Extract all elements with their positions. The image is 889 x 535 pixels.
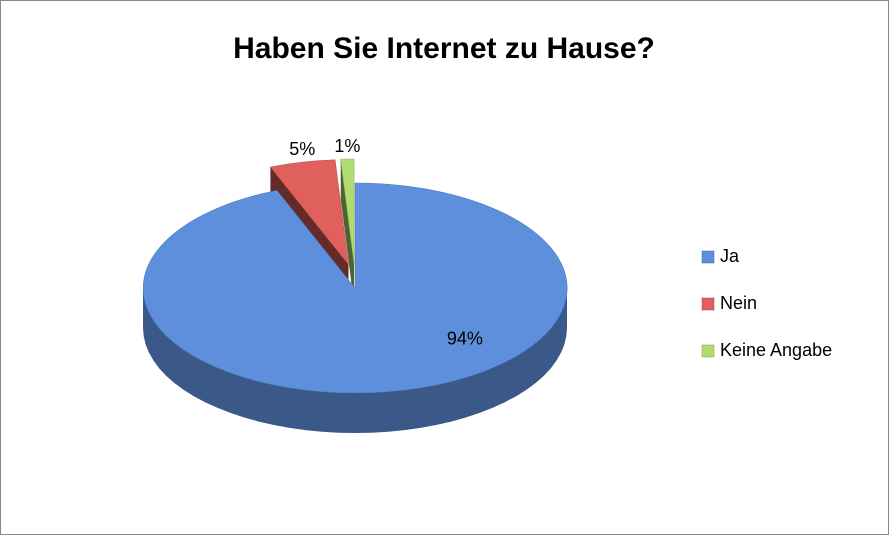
chart-title: Haben Sie Internet zu Hause? [233, 32, 655, 65]
legend-label: Ja [720, 246, 740, 266]
slice-side [143, 288, 567, 433]
slice [269, 159, 349, 266]
data-label: 5% [289, 139, 315, 159]
slice [340, 158, 355, 265]
legend-swatch [701, 250, 715, 264]
data-label: 94% [447, 328, 483, 348]
slice [142, 182, 568, 394]
slice-side [340, 159, 355, 305]
legend-label: Nein [720, 293, 757, 313]
data-label: 1% [334, 136, 360, 156]
legend-swatch [701, 344, 715, 358]
legend-label: Keine Angabe [720, 340, 832, 360]
legend-swatch [701, 297, 715, 311]
